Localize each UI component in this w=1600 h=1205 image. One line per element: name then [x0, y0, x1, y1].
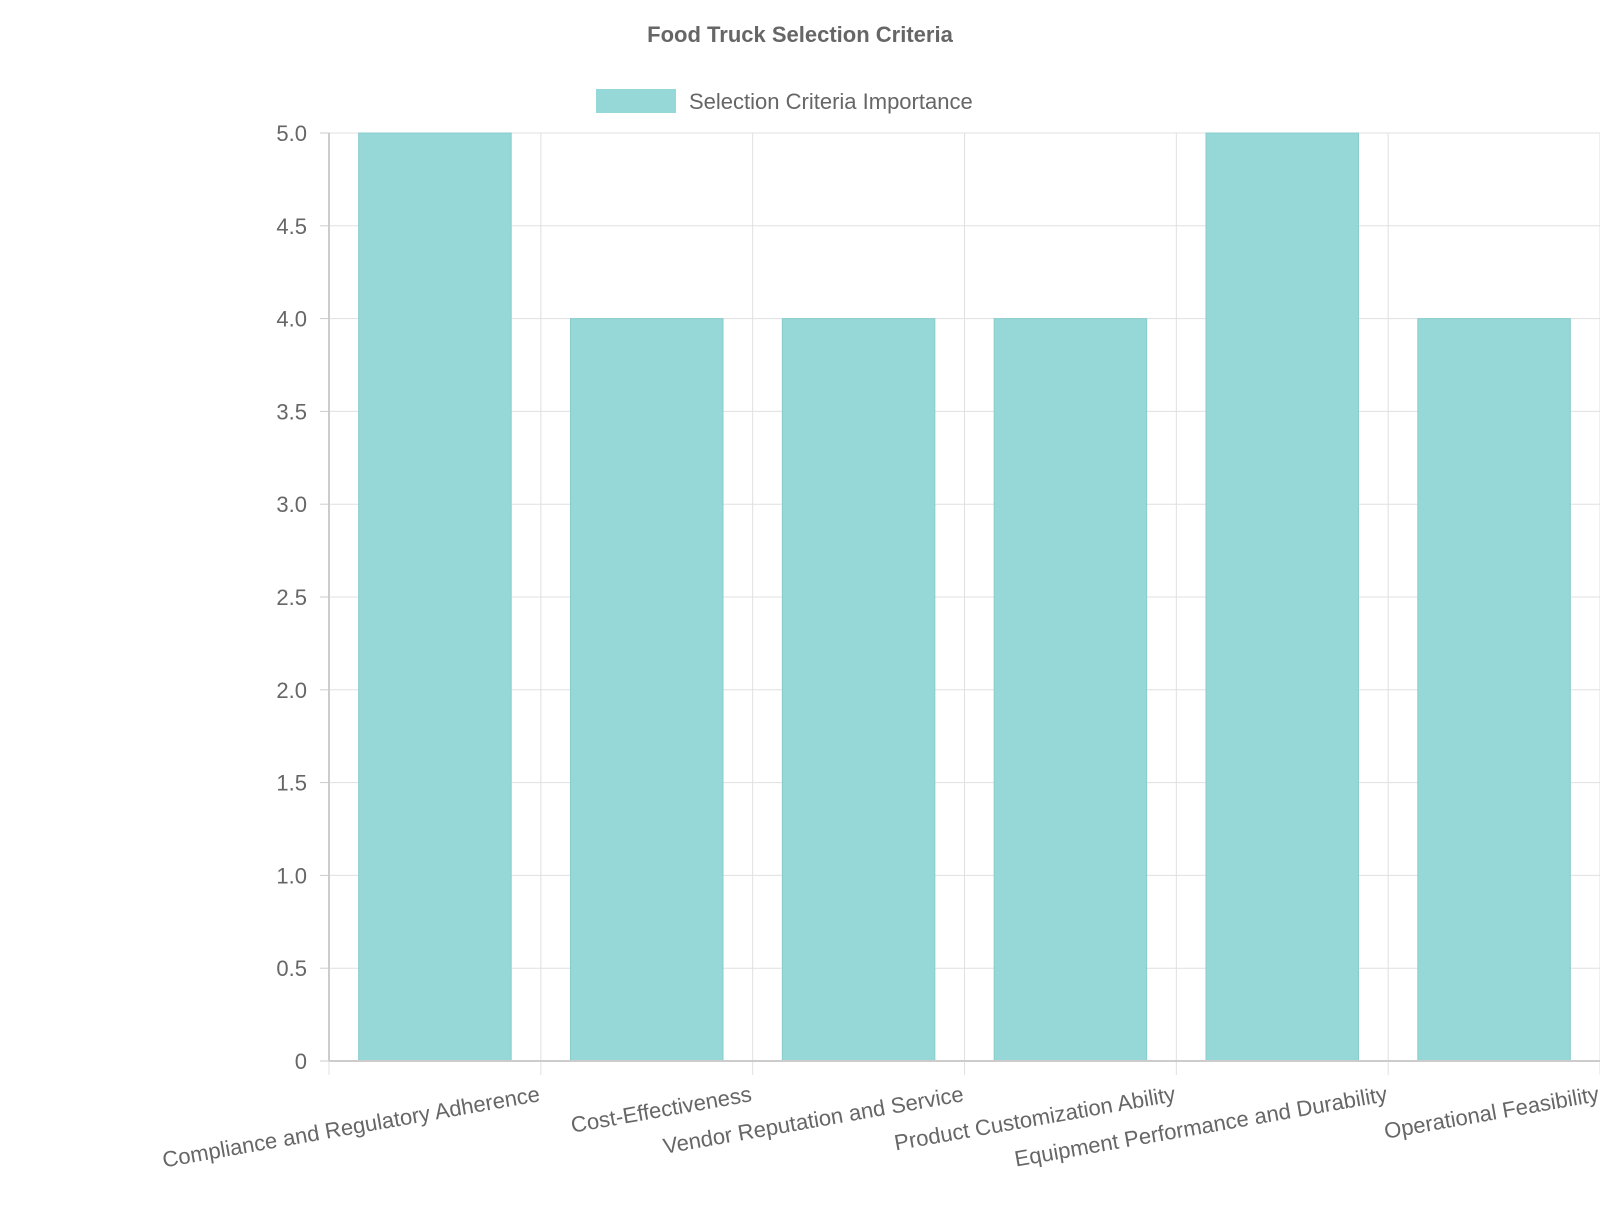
- bar-4[interactable]: [993, 318, 1148, 1062]
- y-tick-label: 1.5: [276, 771, 307, 796]
- y-tick-label: 2.0: [276, 678, 307, 703]
- x-axis-tick-labels: Compliance and Regulatory Adherence Cost-…: [160, 1081, 1600, 1172]
- y-tick-label: 4.0: [276, 307, 307, 332]
- bar-1[interactable]: [358, 132, 512, 1062]
- bars: [358, 132, 1571, 1062]
- y-tick-label: 1.0: [276, 863, 307, 888]
- legend-swatch: [596, 89, 676, 113]
- gridlines: [320, 132, 1600, 1075]
- y-tick-label: 2.5: [276, 585, 307, 610]
- legend-label: Selection Criteria Importance: [689, 89, 973, 114]
- bar-2[interactable]: [569, 318, 724, 1062]
- bar-3[interactable]: [781, 318, 936, 1062]
- y-tick-label: 0.5: [276, 956, 307, 981]
- legend[interactable]: Selection Criteria Importance: [596, 89, 973, 114]
- x-tick-label: Equipment Performance and Durability: [1013, 1081, 1389, 1171]
- y-axis-tick-labels: 0 0.5 1.0 1.5 2.0 2.5 3.0 3.5 4.0 4.5 5.0: [276, 121, 307, 1074]
- bar-5[interactable]: [1205, 132, 1360, 1062]
- x-tick-label: Compliance and Regulatory Adherence: [160, 1081, 541, 1172]
- y-tick-label: 4.5: [276, 214, 307, 239]
- chart-title: Food Truck Selection Criteria: [647, 22, 953, 47]
- bar-6[interactable]: [1417, 318, 1571, 1062]
- x-tick-label: Operational Feasibility: [1382, 1081, 1600, 1143]
- y-tick-label: 0: [295, 1049, 307, 1074]
- y-tick-label: 3.0: [276, 492, 307, 517]
- axes: [328, 133, 1600, 1062]
- y-tick-label: 5.0: [276, 121, 307, 146]
- y-tick-label: 3.5: [276, 399, 307, 424]
